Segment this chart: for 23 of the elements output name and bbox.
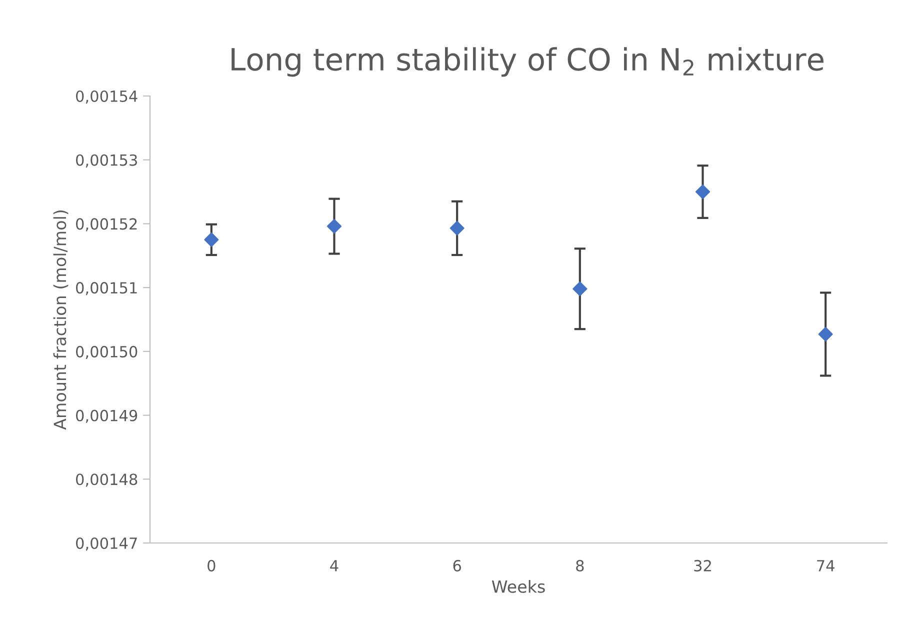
- x-tick-label: 8: [576, 560, 584, 572]
- point: [818, 326, 833, 342]
- x-tick-label: 32: [694, 560, 711, 572]
- y-tick-label: 0,00152: [76, 218, 137, 232]
- y-axis-title: Amount fraction (mol/mol): [53, 210, 68, 430]
- y-tick-label: 0,00148: [76, 474, 138, 487]
- x-tick-label: 6: [453, 560, 461, 572]
- point: [695, 184, 710, 200]
- y-tick-label: 0,00153: [76, 154, 137, 168]
- point: [450, 220, 464, 236]
- point: [204, 232, 219, 247]
- x-tick-label: 4: [330, 560, 338, 572]
- x-axis-title: Weeks: [492, 580, 545, 593]
- x-tick-label: 0: [208, 560, 216, 572]
- y-tick-label: 0,00151: [76, 282, 137, 296]
- point: [326, 218, 342, 234]
- point: [572, 282, 588, 296]
- y-tick-label: 0,00150: [76, 346, 138, 360]
- y-tick-label: 0,00154: [76, 90, 138, 104]
- y-tick-label: 0,00149: [76, 410, 138, 423]
- x-tick-label: 74: [817, 560, 834, 572]
- chart-title: Long term stability of CO in N$_{2}$ mixture: [232, 47, 824, 77]
- y-tick-label: 0,00147: [76, 537, 137, 551]
